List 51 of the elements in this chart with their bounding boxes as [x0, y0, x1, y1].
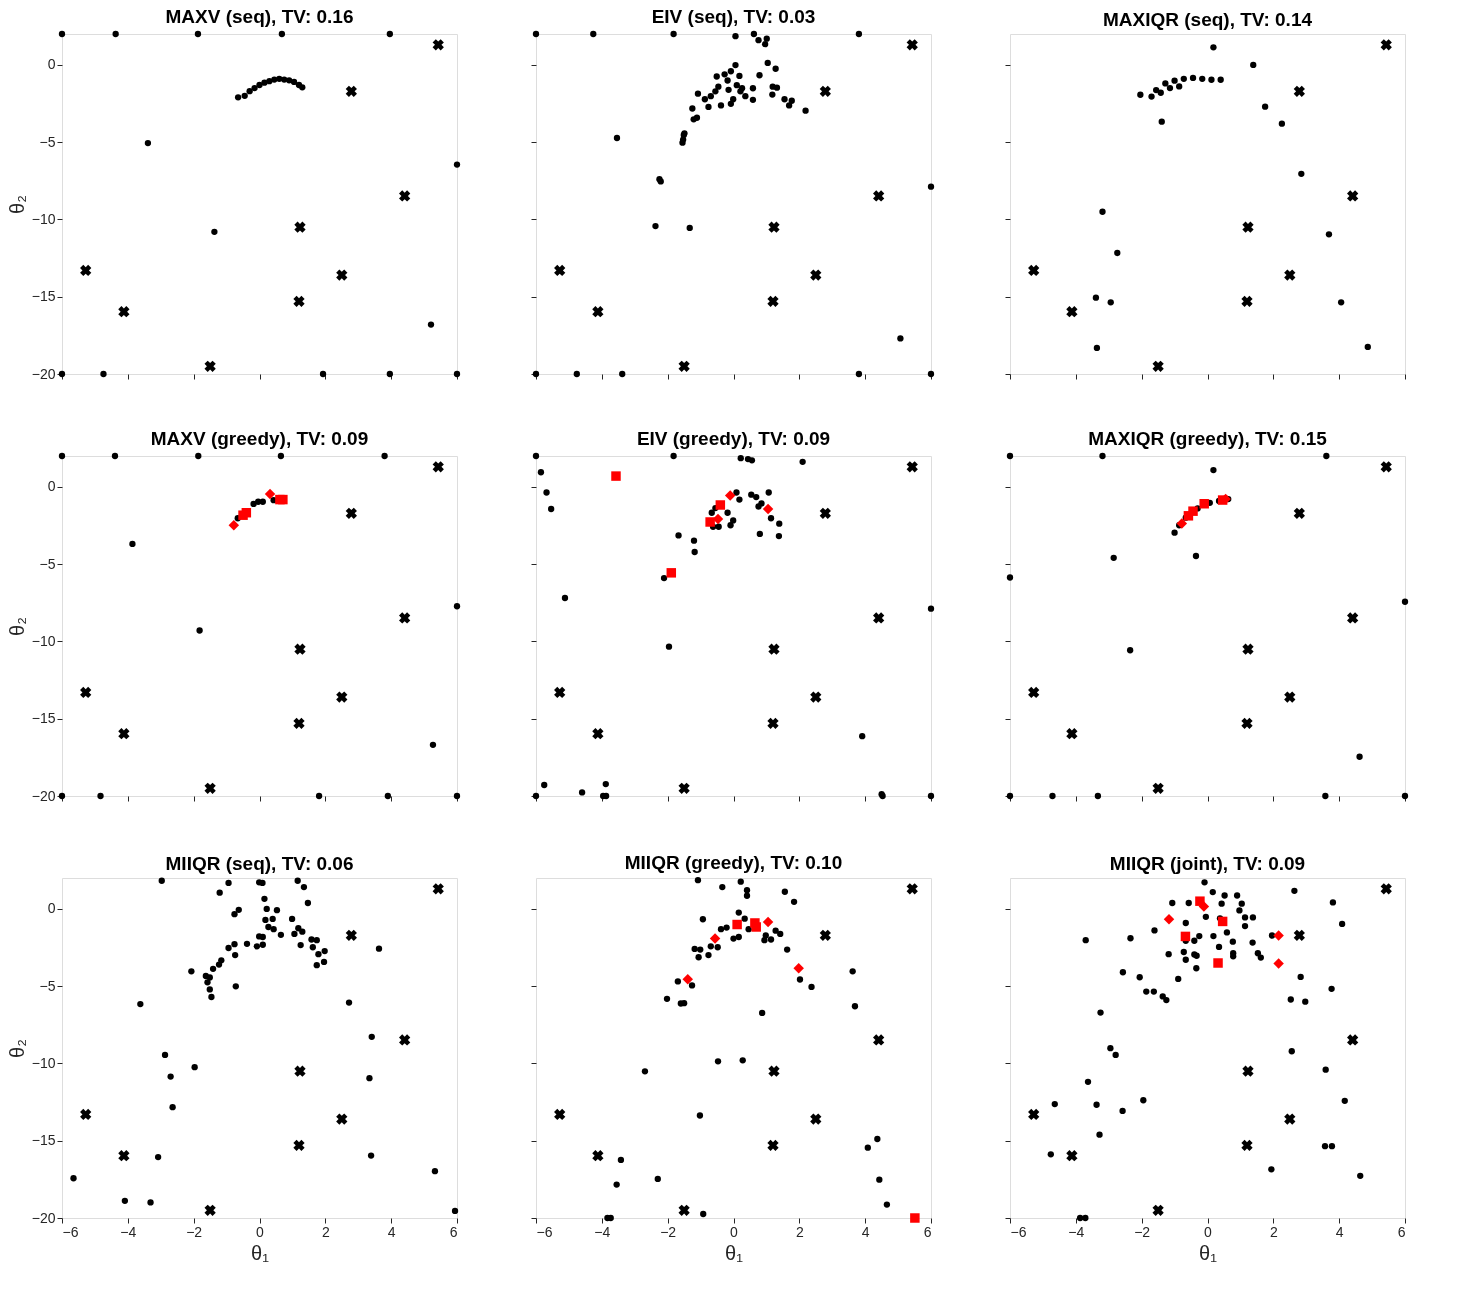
x-tick-label: 2 [321, 1223, 330, 1240]
x-axis-title: θ₁ [251, 1241, 270, 1264]
x-axis-title: θ₁ [725, 1241, 744, 1264]
x-tick-label: 4 [387, 1223, 396, 1240]
chart-title: MIIQR (greedy), TV: 0.10 [624, 852, 843, 873]
x-tick-label: 2 [1269, 1223, 1278, 1240]
y-tick-label: −15 [31, 1132, 56, 1149]
x-tick-label: 0 [730, 1223, 739, 1240]
y-axis-title: θ₂ [5, 195, 28, 214]
x-tick-label: −6 [536, 1223, 553, 1240]
y-axis-title: θ₂ [5, 617, 28, 636]
chart-title: MAXIQR (greedy), TV: 0.15 [1088, 427, 1328, 449]
x-tick-label: −4 [120, 1223, 137, 1240]
x-tick-label: 6 [1397, 1223, 1406, 1240]
y-axis-title: θ₂ [5, 1039, 28, 1058]
x-tick-label: −6 [62, 1223, 79, 1240]
y-tick-label: 0 [47, 900, 56, 917]
x-tick-label: 6 [923, 1223, 932, 1240]
chart-title: MAXV (seq), TV: 0.16 [165, 5, 354, 27]
chart-title: MIIQR (joint), TV: 0.09 [1109, 853, 1306, 874]
x-tick-label: 4 [861, 1223, 870, 1240]
x-axis-title: θ₁ [1199, 1241, 1218, 1264]
x-tick-label: 4 [1335, 1223, 1344, 1240]
chart-title: MAXV (greedy), TV: 0.09 [150, 427, 369, 449]
x-tick-label: −2 [660, 1223, 677, 1240]
y-tick-label: −15 [31, 288, 56, 305]
x-tick-label: −4 [594, 1223, 611, 1240]
x-tick-label: −2 [186, 1223, 203, 1240]
y-tick-label: −10 [31, 632, 56, 649]
x-tick-label: 6 [449, 1223, 458, 1240]
y-tick-label: −15 [31, 710, 56, 727]
y-tick-label: −10 [31, 210, 56, 227]
x-tick-label: −6 [1010, 1223, 1027, 1240]
x-tick-label: 2 [795, 1223, 804, 1240]
chart-title: MIIQR (seq), TV: 0.06 [165, 852, 354, 874]
y-tick-label: −20 [31, 365, 56, 382]
y-tick-label: −5 [39, 555, 56, 572]
y-tick-label: 0 [47, 56, 56, 73]
y-tick-label: −20 [31, 787, 56, 804]
x-tick-label: 0 [1204, 1223, 1213, 1240]
chart-title: EIV (seq), TV: 0.03 [651, 5, 816, 27]
y-tick-label: −5 [39, 977, 56, 994]
y-tick-label: −10 [31, 1054, 56, 1071]
x-tick-label: −2 [1134, 1223, 1151, 1240]
chart-title: MAXIQR (seq), TV: 0.14 [1102, 9, 1313, 30]
chart-title: EIV (greedy), TV: 0.09 [636, 427, 831, 449]
x-tick-label: −4 [1068, 1223, 1085, 1240]
y-tick-label: −5 [39, 133, 56, 150]
y-tick-label: −20 [31, 1209, 56, 1226]
x-tick-label: 0 [256, 1223, 265, 1240]
y-tick-label: 0 [47, 478, 56, 495]
